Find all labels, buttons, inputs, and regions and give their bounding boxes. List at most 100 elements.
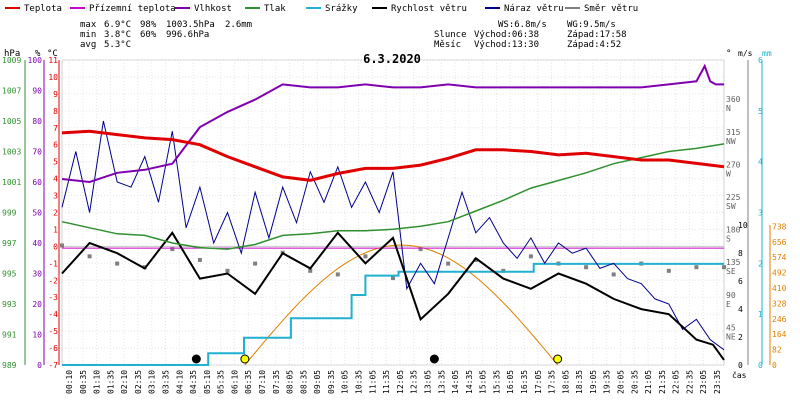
wind-dir-point <box>528 254 533 259</box>
wind-dir-point <box>722 265 726 270</box>
x-tick-label: 16:35 <box>520 370 529 394</box>
pct-tick-label: 0 <box>37 361 42 370</box>
x-tick-label: 13:35 <box>437 370 446 394</box>
ms-tick-label: 0 <box>758 361 763 370</box>
x-tick-label: 15:05 <box>479 370 488 394</box>
wind-dir-point <box>170 247 175 252</box>
deg-tick-label: 135 <box>726 258 741 267</box>
temp-tick-label: -7 <box>48 361 58 370</box>
stats-min-press: 996.6hPa <box>166 30 209 40</box>
dir-tick-label: E <box>726 300 731 309</box>
wm-tick-label: 738 <box>772 222 787 231</box>
wm-tick-label: 410 <box>772 284 787 293</box>
wind-dir-point <box>418 247 423 252</box>
chart-title: 6.3.2020 <box>363 52 421 66</box>
moon-rise-marker <box>429 354 439 364</box>
temp-tick-label: 9 <box>53 90 58 99</box>
x-tick-label: 19:05 <box>589 370 598 394</box>
x-tick-label: 10:05 <box>341 370 350 394</box>
stats-min-hum: 60% <box>140 30 157 40</box>
pct-tick-label: 90 <box>32 87 42 96</box>
ms-low-tick-label: 8 <box>738 249 743 258</box>
stats-max-hum: 98% <box>140 20 157 30</box>
wind-dir-point <box>666 268 671 273</box>
pct-tick-label: 40 <box>32 239 42 248</box>
deg-tick-label: 90 <box>726 291 736 300</box>
x-tick-label: 02:35 <box>134 370 143 394</box>
deg-tick-label: 225 <box>726 193 741 202</box>
temp-tick-label: 6 <box>53 141 58 150</box>
moon-set-marker <box>191 354 201 364</box>
x-tick-label: 16:05 <box>506 370 515 394</box>
ms-tick-label: 3 <box>758 209 763 218</box>
temp-tick-label: -6 <box>48 344 58 353</box>
humidity-line <box>61 63 724 184</box>
x-tick-label: 12:05 <box>396 370 405 394</box>
temp-tick-label: 5 <box>53 158 58 167</box>
legend-label: Náraz větru <box>504 4 564 14</box>
x-tick-label: 19:35 <box>603 370 612 394</box>
temp-tick-label: 1 <box>53 225 58 234</box>
hpa-tick-label: 1005 <box>2 117 21 126</box>
pct-tick-label: 70 <box>32 148 42 157</box>
x-tick-label: 21:05 <box>644 370 653 394</box>
wind-dir-point <box>60 243 64 248</box>
ms-low-tick-label: 0 <box>738 361 743 370</box>
x-tick-label: 05:35 <box>217 370 226 394</box>
x-tick-label: 12:35 <box>410 370 419 394</box>
dir-tick-label: SW <box>726 202 736 211</box>
wm-tick-label: 0 <box>772 361 777 370</box>
wind-dir-point <box>335 272 340 277</box>
ms-tick-label: 5 <box>758 107 763 116</box>
temp-tick-label: 10 <box>48 73 58 82</box>
x-tick-label: 15:35 <box>492 370 501 394</box>
stats-avg-temp: 5.3°C <box>104 40 131 50</box>
legend-label: Vlhkost <box>194 4 232 14</box>
deg-unit: ° <box>726 49 731 59</box>
dir-tick-label: NW <box>726 137 736 146</box>
hpa-tick-label: 1003 <box>2 148 21 157</box>
hpa-unit: hPa <box>4 49 20 59</box>
pct-tick-label: 100 <box>28 56 43 65</box>
stats-avg-label: avg <box>80 40 96 50</box>
x-tick-label: 08:35 <box>299 370 308 394</box>
wm-tick-label: 246 <box>772 315 787 324</box>
dir-tick-label: SE <box>726 267 736 276</box>
ms-low-tick-label: 6 <box>738 277 743 286</box>
x-tick-label: 17:05 <box>534 370 543 394</box>
ms-tick-label: 4 <box>758 158 763 167</box>
x-tick-label: 20:35 <box>630 370 639 394</box>
dir-tick-label: S <box>726 235 731 244</box>
hpa-tick-label: 989 <box>2 361 17 370</box>
wind-speed-line <box>61 231 725 361</box>
legend-label: Teplota <box>24 4 62 14</box>
x-tick-label: 03:10 <box>148 370 157 394</box>
x-tick-label: 23:35 <box>713 370 722 394</box>
x-tick-label: 01:35 <box>106 370 115 394</box>
dir-tick-label: N <box>726 104 731 113</box>
stats-max-press: 1003.5hPa <box>166 20 215 30</box>
x-tick-label: 05:10 <box>203 370 212 394</box>
deg-tick-label: 180 <box>726 226 741 235</box>
x-tick-label: 04:10 <box>175 370 184 394</box>
x-tick-label: 09:05 <box>313 370 322 394</box>
dir-tick-label: NE <box>726 332 736 341</box>
legend-label: Tlak <box>264 4 286 14</box>
wm-tick-label: 82 <box>772 346 782 355</box>
x-tick-label: 18:05 <box>561 370 570 394</box>
temp-tick-label: 11 <box>48 56 58 65</box>
wind-dir-point <box>253 261 258 266</box>
deg-tick-label: 45 <box>726 323 736 332</box>
wind-dir-point <box>446 261 451 266</box>
wm-tick-label: 164 <box>772 330 787 339</box>
wind-dir-point <box>197 257 202 262</box>
deg-tick-label: 270 <box>726 160 741 169</box>
wind-dir-point <box>87 254 92 259</box>
ms-low-tick-label: 2 <box>738 333 743 342</box>
info-moon-rise: Východ:13:30 <box>474 40 539 50</box>
info-sun-rise: Východ:06:38 <box>474 30 539 40</box>
temperature-line <box>61 129 725 182</box>
hpa-tick-label: 991 <box>2 331 17 340</box>
wind-dir-point <box>225 268 230 273</box>
